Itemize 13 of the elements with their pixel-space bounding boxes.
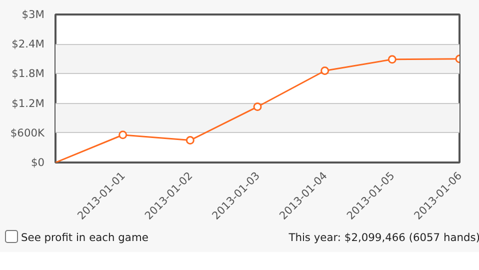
y-tick-label: $0 — [30, 156, 45, 169]
text: See profit in each game — [21, 231, 148, 244]
point — [320, 66, 330, 75]
point — [253, 102, 262, 111]
y-tick-label: $2.4M — [12, 38, 44, 51]
y-tick-label: $3M — [22, 8, 45, 21]
y-tick-label: $600K — [10, 126, 46, 140]
y-tick-label: $1.8M — [12, 67, 44, 80]
y-tick-label: $1.2M — [12, 96, 44, 110]
point — [118, 130, 128, 140]
text: This year: $2,099,466 (6057 hands) — [288, 230, 479, 246]
point — [388, 55, 396, 64]
point — [186, 136, 194, 145]
